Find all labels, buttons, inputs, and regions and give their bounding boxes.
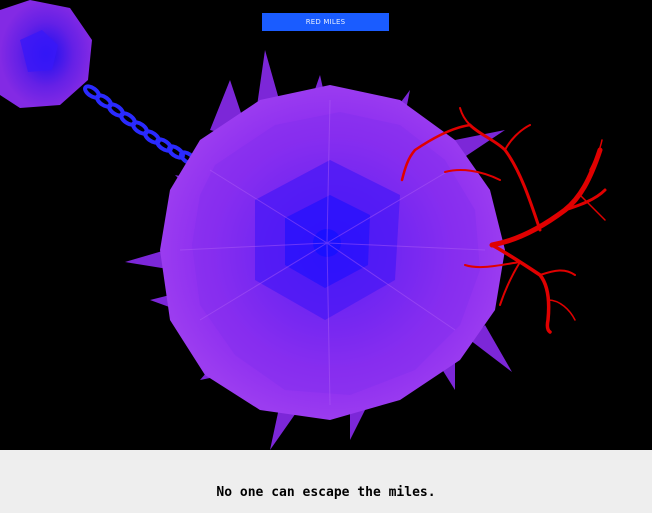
chain	[83, 84, 197, 166]
caption-bar: No one can escape the miles.	[0, 450, 652, 513]
red-veins	[400, 107, 607, 334]
red-miles-button[interactable]: RED MILES	[262, 13, 389, 31]
game-viewport[interactable]: RED MILES	[0, 0, 652, 450]
game-scene	[0, 0, 607, 450]
caption-text: No one can escape the miles.	[216, 485, 436, 500]
fur-creature[interactable]	[125, 50, 512, 450]
anchor-orb	[0, 0, 92, 108]
